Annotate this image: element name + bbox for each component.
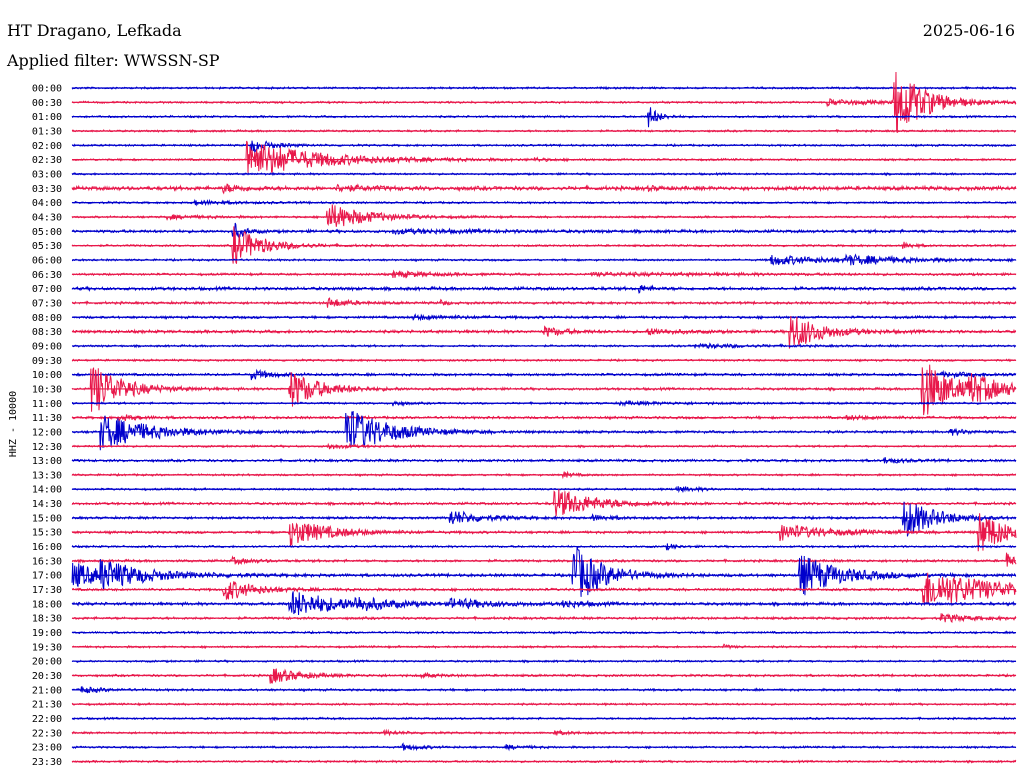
trace-line (71, 140, 1017, 154)
time-tick-label: 15:00 (32, 513, 62, 524)
trace-line (71, 315, 1017, 349)
time-tick-label: 02:30 (32, 155, 62, 166)
time-tick-label: 03:00 (32, 169, 62, 180)
time-tick-label: 23:30 (32, 757, 62, 768)
channel-axis-label: HHZ - 10000 (8, 391, 19, 457)
filter-label: Applied filter: WWSSN-SP (6, 51, 220, 70)
time-tick-label: 01:30 (32, 126, 62, 137)
time-tick-label: 11:30 (32, 413, 62, 424)
trace-line (71, 222, 1017, 239)
time-tick-label: 20:30 (32, 671, 62, 682)
time-tick-label: 04:30 (32, 212, 62, 223)
time-tick-label: 06:00 (32, 255, 62, 266)
time-tick-label: 20:00 (32, 657, 62, 668)
time-tick-label: 12:30 (32, 442, 62, 453)
trace-line (71, 489, 1017, 517)
time-tick-label: 19:30 (32, 642, 62, 653)
time-tick-label: 23:00 (32, 743, 62, 754)
time-tick-label: 17:30 (32, 585, 62, 596)
time-tick-label: 07:00 (32, 284, 62, 295)
time-tick-label: 04:00 (32, 198, 62, 209)
time-tick-label: 10:30 (32, 384, 62, 395)
trace-line (71, 591, 1017, 616)
time-tick-label: 21:30 (32, 700, 62, 711)
time-tick-label: 16:30 (32, 556, 62, 567)
time-tick-label: 08:30 (32, 327, 62, 338)
time-tick-label: 14:00 (32, 485, 62, 496)
trace-line (71, 552, 1017, 567)
trace-line (71, 368, 1017, 381)
time-tick-label: 00:30 (32, 98, 62, 109)
time-tick-label: 05:00 (32, 227, 62, 238)
time-tick-label: 12:00 (32, 427, 62, 438)
time-tick-label: 08:00 (32, 313, 62, 324)
time-tick-label: 00:00 (32, 84, 62, 95)
station-title: HT Dragano, Lefkada (7, 21, 182, 40)
time-tick-label: 03:30 (32, 184, 62, 195)
record-date: 2025-06-16 (923, 21, 1015, 40)
time-tick-label: 02:00 (32, 141, 62, 152)
time-tick-label: 09:30 (32, 356, 62, 367)
time-tick-label: 15:30 (32, 528, 62, 539)
time-tick-label: 07:30 (32, 298, 62, 309)
time-tick-label: 06:30 (32, 270, 62, 281)
time-tick-label: 18:00 (32, 599, 62, 610)
time-tick-label: 05:30 (32, 241, 62, 252)
time-tick-label: 09:00 (32, 341, 62, 352)
trace-group (71, 71, 1017, 764)
time-tick-label: 18:30 (32, 614, 62, 625)
trace-line (71, 364, 1017, 416)
time-tick-label: 13:30 (32, 470, 62, 481)
time-tick-label: 16:00 (32, 542, 62, 553)
time-tick-label: 14:30 (32, 499, 62, 510)
time-tick-label: 22:00 (32, 714, 62, 725)
time-tick-label: 11:00 (32, 399, 62, 410)
time-tick-group: 00:00 00:30 01:00 01:30 02:00 02:30 03:00 03:30… (32, 84, 62, 769)
time-tick-label: 13:00 (32, 456, 62, 467)
time-tick-label: 21:00 (32, 685, 62, 696)
trace-line (71, 204, 1017, 227)
trace-line (71, 183, 1017, 195)
time-tick-label: 22:30 (32, 728, 62, 739)
time-tick-label: 01:00 (32, 112, 62, 123)
time-tick-label: 19:00 (32, 628, 62, 639)
time-tick-label: 10:00 (32, 370, 62, 381)
time-tick-label: 17:00 (32, 571, 62, 582)
